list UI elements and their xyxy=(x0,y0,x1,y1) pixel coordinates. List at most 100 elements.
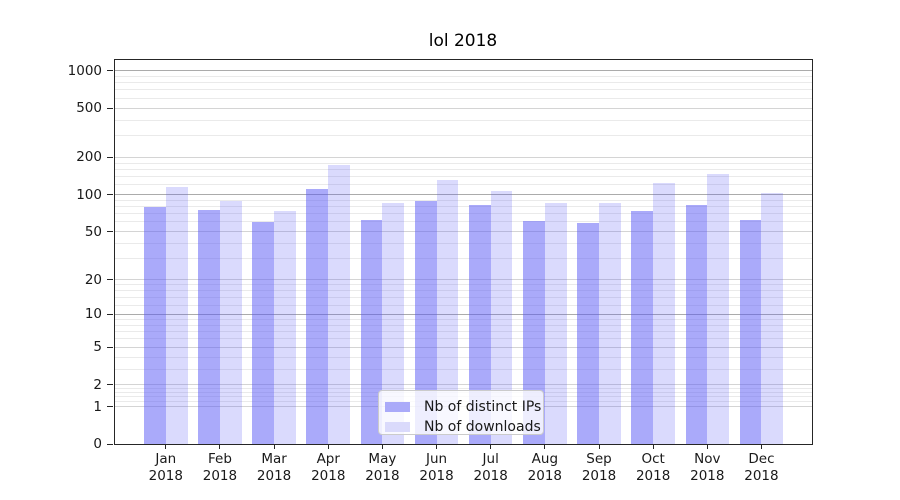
x-tick-label: Nov 2018 xyxy=(677,451,737,484)
bar-distinct-ips-aug xyxy=(523,221,545,444)
gridline-minor xyxy=(115,199,812,201)
gridline-minor xyxy=(115,387,812,389)
gridline-major xyxy=(115,231,812,233)
gridline-minor xyxy=(115,135,812,137)
x-tick xyxy=(219,445,221,449)
legend-label-distinct-ips: Nb of distinct IPs xyxy=(424,399,542,415)
y-tick xyxy=(107,279,113,280)
bar-distinct-ips-may xyxy=(360,220,383,444)
x-tick-label: Jun 2018 xyxy=(407,451,467,484)
y-tick-label: 1000 xyxy=(67,62,102,79)
gridline-minor xyxy=(115,213,812,215)
y-tick-label: 20 xyxy=(84,271,102,288)
gridline-minor xyxy=(115,324,812,326)
x-tick-label: Aug 2018 xyxy=(515,451,575,484)
x-tick-month: Mar xyxy=(261,451,287,467)
x-tick-month: May xyxy=(368,451,397,467)
x-tick-month: Sep xyxy=(586,451,612,467)
gridline-minor xyxy=(115,89,812,91)
gridline-minor xyxy=(115,97,812,99)
x-tick-year: 2018 xyxy=(527,467,563,484)
x-tick-label: Apr 2018 xyxy=(298,451,358,484)
legend-swatch-downloads xyxy=(385,422,410,432)
legend-item-downloads: Nb of downloads xyxy=(385,417,543,437)
x-tick xyxy=(652,445,654,449)
x-tick xyxy=(165,445,167,449)
y-tick xyxy=(107,313,113,315)
gridline-major xyxy=(115,346,812,348)
bar-distinct-ips-dec xyxy=(739,220,762,444)
bar-distinct-ips-feb xyxy=(198,210,220,444)
gridline-minor xyxy=(115,162,812,164)
x-tick-year: 2018 xyxy=(365,467,400,484)
gridline-minor xyxy=(115,319,812,321)
gridline-minor xyxy=(115,184,812,186)
x-tick xyxy=(381,445,383,449)
x-tick-label: Dec 2018 xyxy=(731,451,791,484)
bar-downloads-may xyxy=(382,203,405,444)
x-tick-month: Feb xyxy=(207,451,232,467)
gridline-minor xyxy=(115,257,812,259)
gridline-minor xyxy=(115,221,812,223)
x-tick-label: Feb 2018 xyxy=(190,451,250,484)
x-tick-month: Aug xyxy=(531,451,559,467)
x-tick-label: May 2018 xyxy=(352,451,412,484)
gridline-minor xyxy=(115,331,812,333)
y-tick xyxy=(107,231,113,233)
bar-distinct-ips-mar xyxy=(252,221,275,444)
y-tick xyxy=(107,406,113,408)
y-tick xyxy=(107,384,113,386)
y-tick xyxy=(107,70,113,72)
x-tick-month: Jan xyxy=(155,451,177,467)
bar-distinct-ips-jan xyxy=(144,207,166,444)
x-tick-label: Sep 2018 xyxy=(569,451,629,484)
y-tick-label: 1 xyxy=(93,398,102,415)
x-tick-year: 2018 xyxy=(256,467,292,484)
gridline-major xyxy=(115,194,812,196)
bar-downloads-jan xyxy=(165,187,188,444)
y-tick-label: 500 xyxy=(76,100,102,117)
x-tick xyxy=(544,445,546,449)
x-tick-month: Dec xyxy=(748,451,775,467)
gridline-minor xyxy=(115,338,812,340)
gridline-minor xyxy=(115,356,812,358)
gridline-major xyxy=(115,384,812,386)
y-tick-label: 5 xyxy=(93,339,102,356)
y-tick xyxy=(107,156,113,158)
x-tick xyxy=(490,445,492,449)
bar-downloads-jun xyxy=(436,179,459,444)
gridline-minor xyxy=(115,75,812,77)
y-tick xyxy=(107,346,113,348)
gridline-major xyxy=(115,279,812,280)
x-tick xyxy=(760,445,762,449)
x-tick-label: Oct 2018 xyxy=(623,451,683,484)
gridline-minor xyxy=(115,368,812,370)
gridline-minor xyxy=(115,168,812,170)
x-tick-label: Jul 2018 xyxy=(461,451,521,484)
x-tick-year: 2018 xyxy=(690,467,725,484)
gridline-minor xyxy=(115,304,812,306)
x-tick-month: Apr xyxy=(316,451,340,467)
x-tick xyxy=(436,445,438,449)
x-tick-month: Nov xyxy=(694,451,721,467)
legend: Nb of distinct IPs Nb of downloads xyxy=(378,390,544,435)
gridline-minor xyxy=(115,119,812,121)
bar-downloads-oct xyxy=(653,182,675,444)
gridline-major xyxy=(115,313,812,315)
y-tick-label: 200 xyxy=(76,149,102,166)
chart-title: lol 2018 xyxy=(428,31,498,51)
gridline-minor xyxy=(115,176,812,178)
bar-distinct-ips-sep xyxy=(577,222,599,444)
gridline-major xyxy=(115,156,812,158)
bar-distinct-ips-nov xyxy=(685,205,708,444)
gridline-minor xyxy=(115,290,812,292)
x-tick-month: Jun xyxy=(426,451,448,467)
x-tick-year: 2018 xyxy=(202,467,238,484)
gridline-major xyxy=(115,70,812,72)
gridline-minor xyxy=(115,82,812,84)
bar-downloads-sep xyxy=(599,203,621,444)
bar-distinct-ips-apr xyxy=(306,188,329,444)
y-tick xyxy=(107,194,113,196)
gridline-minor xyxy=(115,206,812,208)
x-tick-year: 2018 xyxy=(744,467,779,484)
